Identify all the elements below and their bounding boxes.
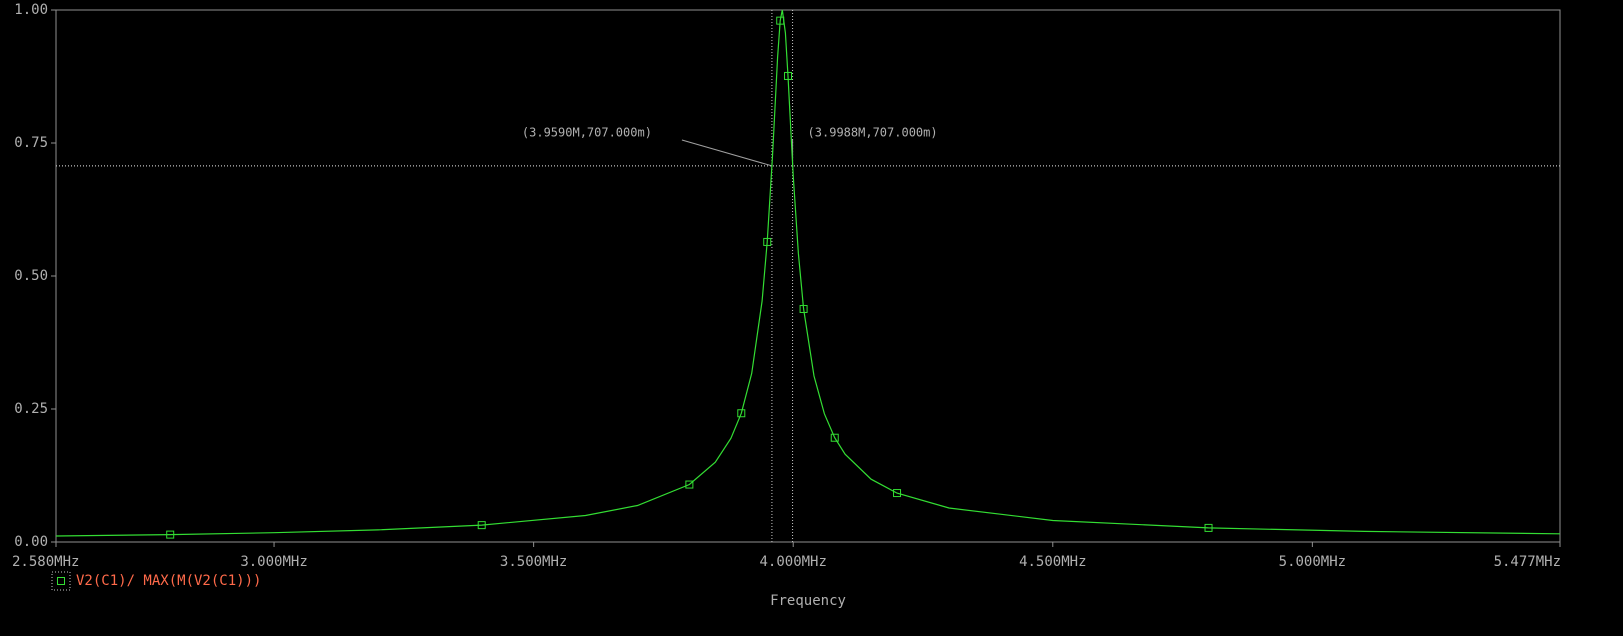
x-tick-label: 5.000MHz [1279,554,1346,570]
x-tick-label: 5.477MHz [1494,554,1561,570]
x-tick-label: 3.000MHz [240,554,307,570]
y-tick-label: 1.00 [14,2,48,18]
trace-marker [799,304,808,313]
cursor-leader [681,139,773,167]
trace-marker [830,433,839,442]
trace-marker [776,16,785,25]
trace [55,9,1561,537]
y-tick-label: 0.00 [14,534,48,550]
y-tick-label: 0.75 [14,135,48,151]
x-tick-label: 2.580MHz [12,554,79,570]
y-tick-label: 0.50 [14,268,48,284]
legend-label: V2(C1)/ MAX(M(V2(C1))) [76,573,261,589]
cursor-label: (3.9590M,707.000m) [522,126,652,140]
x-tick-label: 3.500MHz [500,554,567,570]
x-tick-label: 4.500MHz [1019,554,1086,570]
trace-marker [1204,523,1213,532]
trace-marker [166,530,175,539]
x-axis-label: Frequency [770,593,846,609]
trace-marker [477,521,486,530]
x-tick-label: 4.000MHz [759,554,826,570]
trace-marker [763,237,772,246]
legend-box [51,571,71,591]
trace-marker [784,71,793,80]
cursor-label: (3.9988M,707.000m) [808,126,938,140]
trace-marker [685,480,694,489]
trace-marker [893,489,902,498]
trace-marker [737,409,746,418]
legend-marker [57,577,65,585]
y-tick-label: 0.25 [14,401,48,417]
